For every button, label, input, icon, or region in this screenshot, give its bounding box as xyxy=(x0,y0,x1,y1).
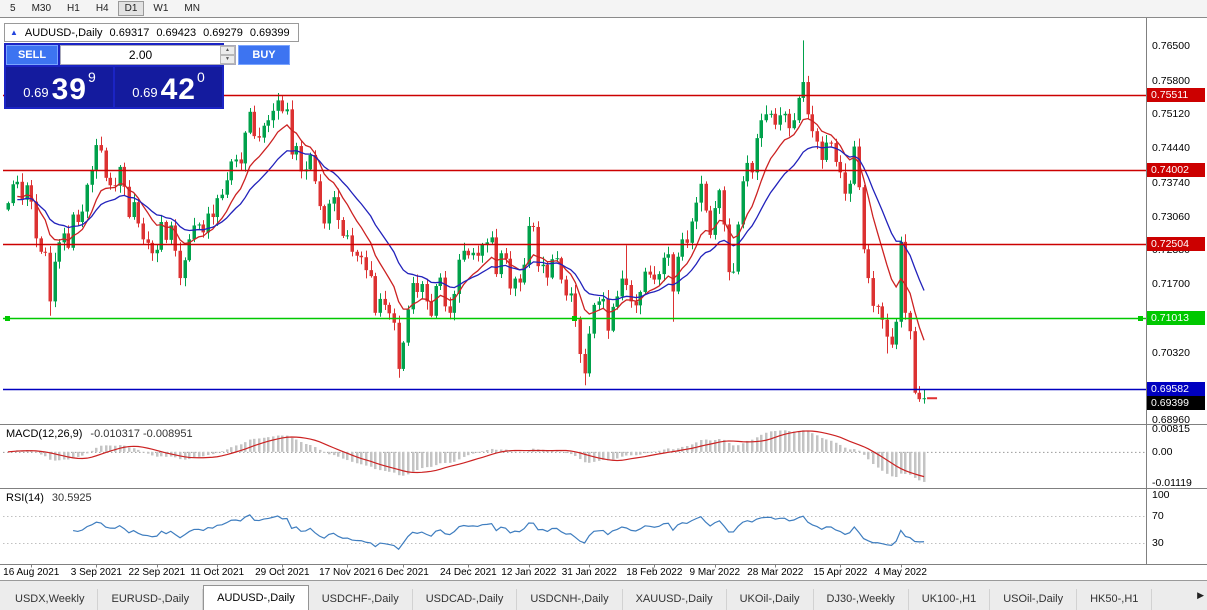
date-label: 3 Sep 2021 xyxy=(70,567,122,578)
rsi-label: RSI(14) 30.5925 xyxy=(6,492,92,504)
bid-price-small: 0.69 xyxy=(23,85,49,100)
volume-up-button[interactable]: ▲ xyxy=(220,46,235,55)
date-label: 22 Sep 2021 xyxy=(128,567,186,578)
chart-tab-xauusd-daily[interactable]: XAUUSD-,Daily xyxy=(623,589,727,610)
chart-canvas[interactable] xyxy=(0,18,1207,580)
price-axis-label: 0.70320 xyxy=(1152,346,1190,359)
macd-axis-label: -0.01119 xyxy=(1152,477,1192,490)
price-current-tag: 0.69399 xyxy=(1147,396,1205,411)
timeframe-button-h4[interactable]: H4 xyxy=(95,3,109,14)
rsi-axis-label: 30 xyxy=(1152,536,1164,549)
tab-scroll-right-icon[interactable]: ▶ xyxy=(1197,590,1204,600)
chart-tab-dj30-weekly[interactable]: DJ30-,Weekly xyxy=(814,589,909,610)
chart-tab-usdcad-daily[interactable]: USDCAD-,Daily xyxy=(413,589,518,610)
bid-price-big: 39 xyxy=(51,73,87,106)
date-label: 6 Dec 2021 xyxy=(377,567,429,578)
chart-tab-uk100-h1[interactable]: UK100-,H1 xyxy=(909,589,991,610)
chart-window: ▲ AUDUSD-,Daily 0.69317 0.69423 0.69279 … xyxy=(0,18,1207,580)
chart-tab-audusd-daily[interactable]: AUDUSD-,Daily xyxy=(203,585,309,610)
ask-price-small: 0.69 xyxy=(132,85,158,100)
sell-button[interactable]: SELL xyxy=(6,45,58,65)
low-value: 0.69279 xyxy=(203,26,243,39)
volume-control: ▲ ▼ xyxy=(60,45,236,65)
date-label: 9 Mar 2022 xyxy=(689,567,741,578)
price-axis[interactable]: 0.76500 0.75800 0.75120 0.74440 0.73740 0.730… xyxy=(1147,18,1207,565)
high-value: 0.69423 xyxy=(156,26,197,39)
price-axis-label: 0.75800 xyxy=(1152,74,1190,87)
macd-axis-label: 0.00 xyxy=(1152,445,1173,458)
timeframe-button-m30[interactable]: M30 xyxy=(31,3,52,14)
volume-down-button[interactable]: ▼ xyxy=(220,55,235,64)
rsi-value: 30.5925 xyxy=(51,492,92,504)
chart-tab-usoil-daily[interactable]: USOil-,Daily xyxy=(990,589,1078,610)
rsi-axis-label: 70 xyxy=(1152,509,1164,522)
price-line-tag: 0.69582 xyxy=(1147,382,1205,397)
chart-tab-eurusd-daily[interactable]: EURUSD-,Daily xyxy=(98,589,204,610)
date-label: 18 Feb 2022 xyxy=(626,567,683,578)
timeframe-button-d1[interactable]: D1 xyxy=(117,1,145,16)
timeframe-button-h1[interactable]: H1 xyxy=(67,3,80,14)
chart-tab-bar: USDX,Weekly EURUSD-,Daily AUDUSD-,Daily USD… xyxy=(0,580,1207,610)
symbol-period-label: AUDUSD-,Daily xyxy=(24,26,103,39)
ohlc-info-box: ▲ AUDUSD-,Daily 0.69317 0.69423 0.69279 … xyxy=(4,23,299,42)
chart-tab-ukoil-daily[interactable]: UKOil-,Daily xyxy=(727,589,814,610)
price-axis-label: 0.76500 xyxy=(1152,39,1190,52)
price-axis-label: 0.73060 xyxy=(1152,210,1190,223)
close-value: 0.69399 xyxy=(249,26,290,39)
date-label: 12 Jan 2022 xyxy=(501,567,557,578)
collapse-trade-panel-icon[interactable]: ▲ xyxy=(10,28,18,37)
ask-price-display: 0.69 42 0 xyxy=(115,67,222,107)
timeframe-button-mn[interactable]: MN xyxy=(184,3,200,14)
date-label: 28 Mar 2022 xyxy=(747,567,804,578)
price-axis-label: 0.73740 xyxy=(1152,176,1190,189)
chart-tab-usdcnh-daily[interactable]: USDCNH-,Daily xyxy=(517,589,623,610)
date-label: 16 Aug 2021 xyxy=(3,567,60,578)
buy-button[interactable]: BUY xyxy=(238,45,290,65)
chart-tab-usdchf-daily[interactable]: USDCHF-,Daily xyxy=(309,589,413,610)
date-label: 31 Jan 2022 xyxy=(561,567,617,578)
bid-price-sup: 9 xyxy=(87,69,96,85)
date-label: 15 Apr 2022 xyxy=(813,567,868,578)
price-axis-label: 0.74440 xyxy=(1152,142,1190,155)
date-label: 17 Nov 2021 xyxy=(319,567,376,578)
price-axis-label: 0.75120 xyxy=(1152,108,1190,121)
timeframe-toolbar: 5 M30 H1 H4 D1 W1 MN xyxy=(0,0,1207,18)
price-axis-label: 0.71700 xyxy=(1152,278,1190,291)
macd-axis-label: 0.00815 xyxy=(1152,422,1190,435)
price-line-tag: 0.71013 xyxy=(1147,311,1205,326)
chart-tab-usdx-weekly[interactable]: USDX,Weekly xyxy=(2,589,99,610)
timeframe-button-5[interactable]: 5 xyxy=(10,3,16,14)
date-label: 11 Oct 2021 xyxy=(190,567,245,578)
price-line-tag: 0.74002 xyxy=(1147,162,1205,177)
price-line-tag: 0.75511 xyxy=(1147,87,1205,102)
macd-label: MACD(12,26,9) -0.010317 -0.008951 xyxy=(6,428,193,440)
date-label: 24 Dec 2021 xyxy=(439,567,497,578)
chart-tab-hk50-h1[interactable]: HK50-,H1 xyxy=(1077,589,1153,610)
macd-values: -0.010317 -0.008951 xyxy=(90,428,193,440)
price-line-tag: 0.72504 xyxy=(1147,237,1205,252)
rsi-title: RSI(14) xyxy=(6,492,44,504)
ask-price-big: 42 xyxy=(160,73,196,106)
volume-input[interactable] xyxy=(61,46,220,64)
time-axis[interactable]: 16 Aug 2021 3 Sep 2021 22 Sep 2021 11 Oct 2… xyxy=(0,566,1207,580)
macd-title: MACD(12,26,9) xyxy=(6,428,83,440)
ask-price-sup: 0 xyxy=(196,69,205,85)
price-axis-label: 0.68960 xyxy=(1152,414,1190,427)
open-value: 0.69317 xyxy=(109,26,150,39)
rsi-axis-label: 100 xyxy=(1152,489,1170,502)
date-label: 4 May 2022 xyxy=(874,567,927,578)
bid-price-display: 0.69 39 9 xyxy=(6,67,113,107)
date-label: 29 Oct 2021 xyxy=(255,567,310,578)
timeframe-button-w1[interactable]: W1 xyxy=(153,3,169,14)
